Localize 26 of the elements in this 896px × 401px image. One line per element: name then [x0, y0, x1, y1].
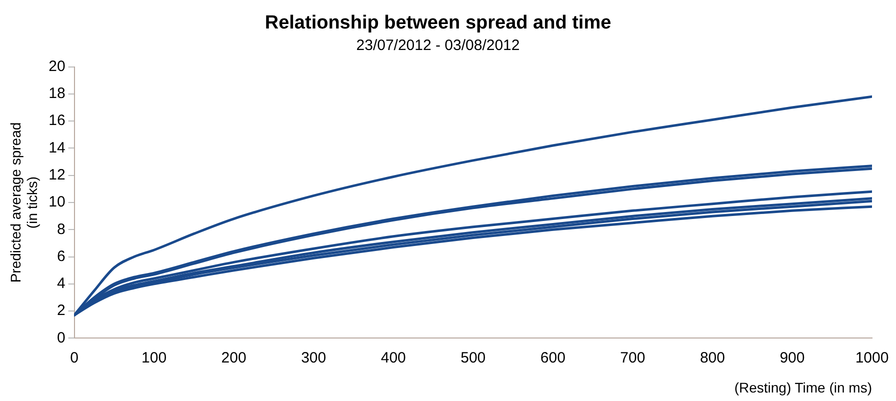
x-tick-label: 700 [620, 349, 646, 366]
x-tick-label: 300 [301, 349, 326, 366]
y-tick-label: 0 [56, 329, 66, 346]
x-tick-label: 400 [380, 349, 406, 366]
x-tick-label: 800 [700, 349, 725, 366]
x-tick-label: 100 [142, 349, 167, 366]
y-axis-title: Predicted average spread (in ticks) [7, 122, 40, 283]
y-tick-label: 10 [48, 194, 66, 211]
x-axis-title: (Resting) Time (in ms) [734, 379, 872, 396]
y-tick-label: 4 [56, 275, 66, 292]
y-tick-label: 18 [48, 85, 66, 102]
y-tick-label: 2 [56, 302, 66, 320]
x-tick-label: 500 [460, 349, 486, 366]
y-tick-label: 20 [48, 58, 66, 75]
chart-title: Relationship between spread and time [264, 12, 612, 34]
x-tick-label: 0 [70, 349, 78, 366]
x-tick-label: 200 [221, 349, 246, 366]
y-tick-label: 14 [48, 139, 66, 156]
y-tick-label: 16 [48, 112, 66, 130]
x-tick-label: 900 [780, 349, 805, 366]
y-tick-label: 12 [48, 166, 66, 184]
x-tick-label: 1000 [855, 349, 889, 366]
chart-subtitle: 23/07/2012 - 03/08/2012 [356, 36, 520, 54]
x-tick-label: 600 [540, 349, 566, 366]
y-tick-label: 6 [56, 248, 66, 265]
y-tick-label: 8 [56, 220, 66, 238]
